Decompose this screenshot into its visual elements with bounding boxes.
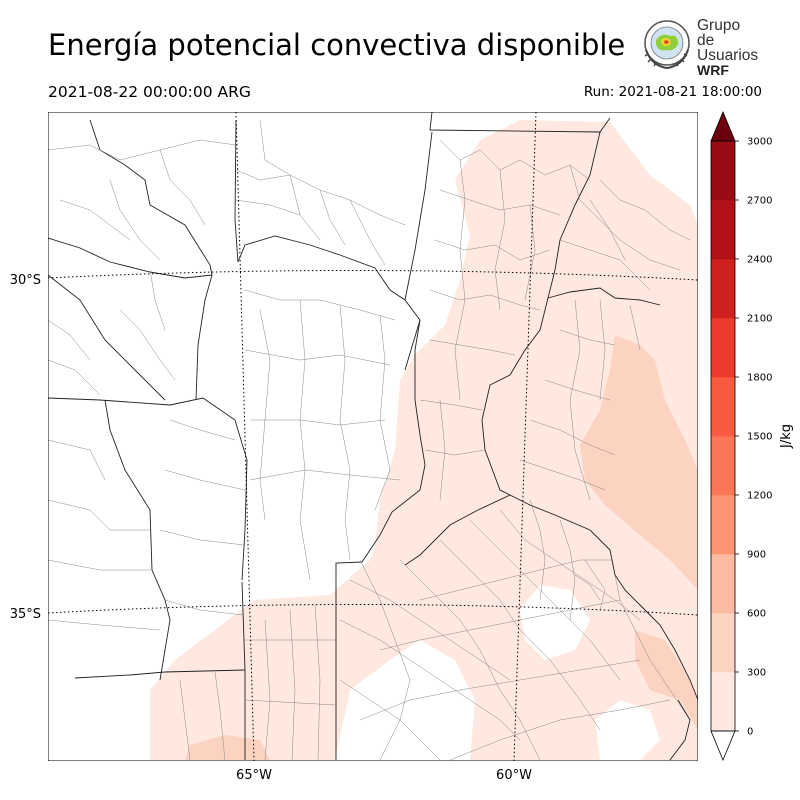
colorbar-bin-2 (711, 554, 735, 614)
colorbar-tick-label: 2100 (747, 314, 772, 325)
colorbar-bin-1 (711, 613, 735, 673)
lon-label-60w: 60°W (496, 768, 532, 783)
colorbar-tick-label: 900 (747, 550, 766, 561)
logo-line3: WRF (697, 62, 729, 78)
wrf-logo: Grupo de Usuarios WRF (638, 16, 759, 78)
cape-band-300-600-south (185, 735, 270, 760)
lon-label-65w: 65°W (236, 768, 272, 783)
colorbar-bin-9 (711, 141, 735, 201)
colorbar-bin-3 (711, 495, 735, 555)
colorbar-tick-label: 0 (747, 727, 753, 738)
river-plate-coast (611, 559, 698, 761)
map-title: Energía potencial convectiva disponible (48, 28, 626, 62)
province-boundaries (48, 112, 661, 760)
colorbar-extend-min (710, 730, 736, 762)
colorbar: 0 300 600 900 1200 1500 1800 2100 2400 2700 3000 (710, 110, 772, 762)
graticule (48, 112, 698, 761)
colorbar-bin-6 (711, 318, 735, 378)
colorbar-bin-5 (711, 377, 735, 437)
colorbar-tick-label: 300 (747, 668, 766, 679)
valid-time: 2021-08-22 00:00:00 ARG (48, 83, 251, 101)
cape-gap-2 (520, 585, 590, 660)
map-area (48, 112, 698, 761)
colorbar-bin-7 (711, 259, 735, 319)
colorbar-tick-label: 1200 (747, 491, 772, 502)
colorbar-tick-label: 600 (747, 609, 766, 620)
lat-label-35s: 35°S (10, 607, 41, 622)
logo-line1: Grupo de (697, 17, 741, 49)
logo-emblem-icon (644, 20, 690, 70)
colorbar-bin-0 (711, 672, 735, 732)
department-boundaries (48, 119, 691, 761)
colorbar-bin-8 (711, 200, 735, 260)
colorbar-tick-label: 1800 (747, 373, 772, 384)
cape-band-300-600-coast (635, 630, 698, 730)
colorbar-bin-4 (711, 436, 735, 496)
colorbar-extend-max (710, 110, 736, 142)
colorbar-tick-label: 3000 (747, 137, 772, 148)
colorbar-tick-label: 2400 (747, 255, 772, 266)
colorbar-unit-label: J/kg (779, 424, 794, 449)
cape-gap-4 (650, 120, 698, 190)
logo-line2: Usuarios (697, 47, 759, 64)
colorbar-tick-label: 2700 (747, 196, 772, 207)
cape-gap-3 (595, 700, 660, 760)
run-time: Run: 2021-08-21 18:00:00 (583, 84, 762, 100)
cape-band-300-600-east (580, 335, 698, 590)
colorbar-tick-label: 1500 (747, 432, 772, 443)
lat-label-30s: 30°S (10, 273, 41, 288)
